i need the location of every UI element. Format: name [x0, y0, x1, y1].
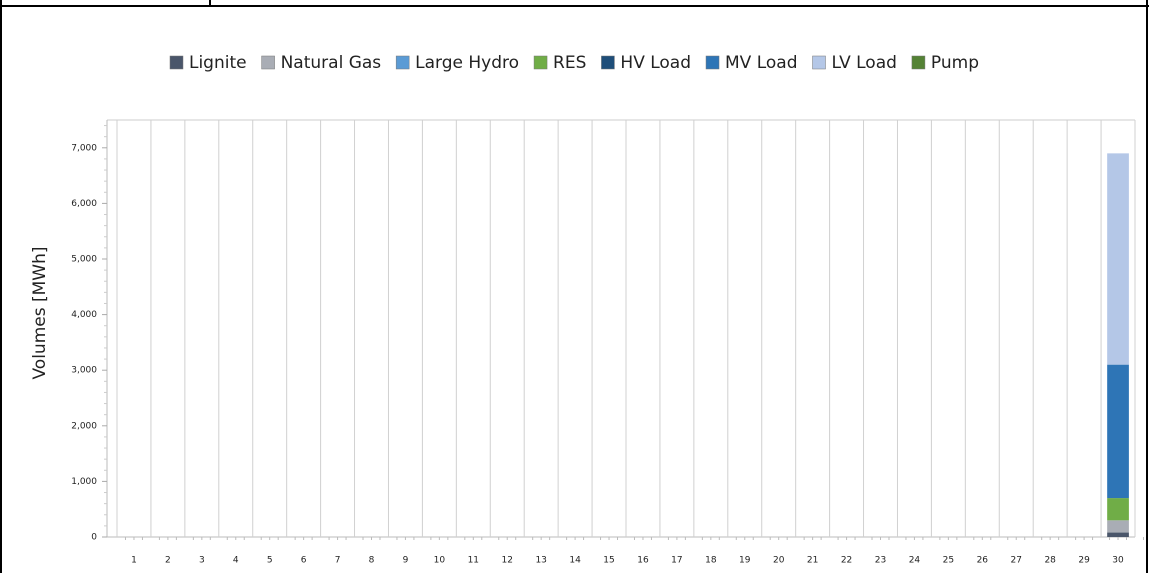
y-tick-label: 7,000	[71, 143, 97, 153]
x-tick-label: 15	[603, 556, 614, 566]
bar-segment	[1107, 498, 1129, 521]
x-tick-label: 10	[434, 556, 446, 566]
legend-swatch	[601, 55, 615, 70]
x-tick-label: 9	[403, 556, 409, 566]
y-tick-label: 4,000	[71, 310, 97, 320]
y-tick-label: 5,000	[71, 255, 97, 265]
x-tick-label: 12	[502, 556, 513, 566]
legend-swatch	[533, 55, 548, 70]
x-tick-label: 29	[1078, 556, 1090, 566]
x-tick-label: 19	[739, 556, 751, 566]
x-tick-label: 30	[1112, 556, 1124, 566]
legend-swatch	[812, 55, 826, 70]
x-tick-label: 28	[1044, 556, 1056, 566]
x-tick-label: 23	[875, 556, 886, 566]
x-tick-label: 13	[535, 556, 546, 566]
x-tick-label: 18	[705, 556, 717, 566]
x-tick-label: 27	[1011, 556, 1022, 566]
x-tick-label: 22	[841, 556, 852, 566]
y-tick-label: 6,000	[71, 199, 97, 209]
legend-label: LV Load	[832, 53, 897, 73]
legend-swatch	[395, 55, 410, 70]
legend-label: HV Load	[620, 53, 691, 73]
legend-swatch	[261, 55, 275, 70]
legend-swatch	[911, 55, 926, 70]
legend-label: Lignite	[189, 53, 247, 73]
x-tick-label: 3	[199, 556, 205, 566]
y-tick-label: 2,000	[71, 421, 97, 431]
x-tick-label: 7	[335, 556, 341, 566]
x-tick-label: 6	[301, 556, 307, 566]
bar-segment	[1107, 532, 1129, 537]
x-tick-label: 24	[909, 556, 921, 566]
legend-label: Natural Gas	[281, 53, 382, 73]
x-tick-label: 2	[165, 556, 171, 566]
bar-segment	[1107, 153, 1129, 365]
legend-label: RES	[553, 53, 586, 73]
x-tick-label: 16	[637, 556, 649, 566]
legend-swatch	[705, 55, 720, 70]
legend-label: Pump	[931, 53, 979, 73]
x-tick-label: 20	[773, 556, 785, 566]
x-tick-label: 17	[671, 556, 682, 566]
x-tick-label: 21	[807, 556, 818, 566]
y-tick-label: 1,000	[71, 477, 97, 487]
bar-segment	[1107, 364, 1129, 499]
x-tick-label: 26	[977, 556, 989, 566]
legend-label: Large Hydro	[415, 53, 519, 73]
x-tick-label: 4	[233, 556, 239, 566]
y-tick-label: 3,000	[71, 366, 97, 376]
x-tick-label: 8	[369, 556, 375, 566]
x-tick-label: 25	[943, 556, 954, 566]
x-tick-label: 11	[468, 556, 479, 566]
x-tick-label: 1	[131, 556, 137, 566]
x-tick-label: 5	[267, 556, 273, 566]
y-axis-label: Volumes [MWh]	[30, 246, 50, 379]
legend-label: MV Load	[725, 53, 797, 73]
x-tick-label: 14	[569, 556, 581, 566]
y-tick-label: 0	[91, 533, 97, 543]
legend-swatch	[169, 55, 184, 70]
bar-segment	[1107, 520, 1129, 533]
